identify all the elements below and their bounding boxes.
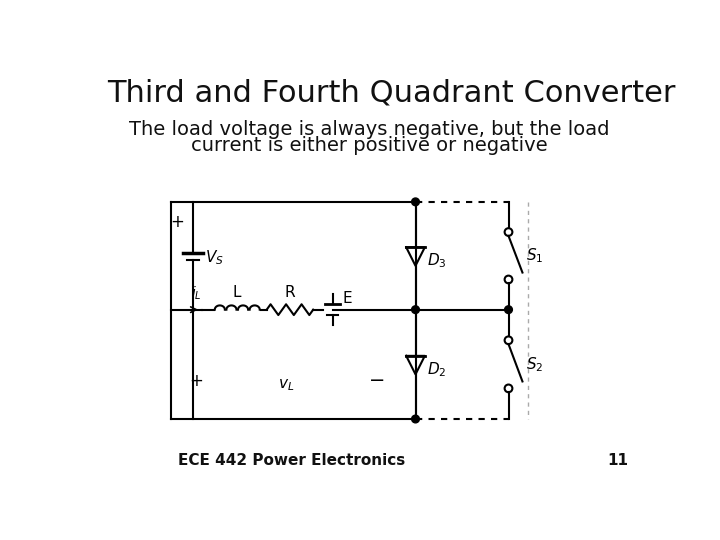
Text: −: −: [369, 371, 385, 390]
Text: $D_3$: $D_3$: [427, 252, 446, 271]
Text: $D_2$: $D_2$: [427, 360, 446, 379]
Text: E: E: [343, 291, 352, 306]
Text: 11: 11: [608, 453, 629, 468]
Circle shape: [412, 306, 419, 314]
Text: current is either positive or negative: current is either positive or negative: [191, 136, 547, 154]
Text: $V_S$: $V_S$: [204, 249, 223, 267]
Text: $v_L$: $v_L$: [278, 377, 294, 393]
Text: Third and Fourth Quadrant Converter: Third and Fourth Quadrant Converter: [107, 79, 675, 107]
Text: $i_L$: $i_L$: [191, 285, 202, 302]
Text: $S_1$: $S_1$: [526, 246, 543, 265]
Circle shape: [505, 306, 513, 314]
Text: +: +: [171, 213, 184, 231]
Circle shape: [412, 415, 419, 423]
Text: $S_2$: $S_2$: [526, 355, 543, 374]
Text: R: R: [284, 285, 295, 300]
Circle shape: [412, 198, 419, 206]
Text: +: +: [189, 372, 203, 389]
Text: The load voltage is always negative, but the load: The load voltage is always negative, but…: [129, 120, 609, 139]
Text: ECE 442 Power Electronics: ECE 442 Power Electronics: [178, 453, 405, 468]
Text: L: L: [233, 285, 241, 300]
